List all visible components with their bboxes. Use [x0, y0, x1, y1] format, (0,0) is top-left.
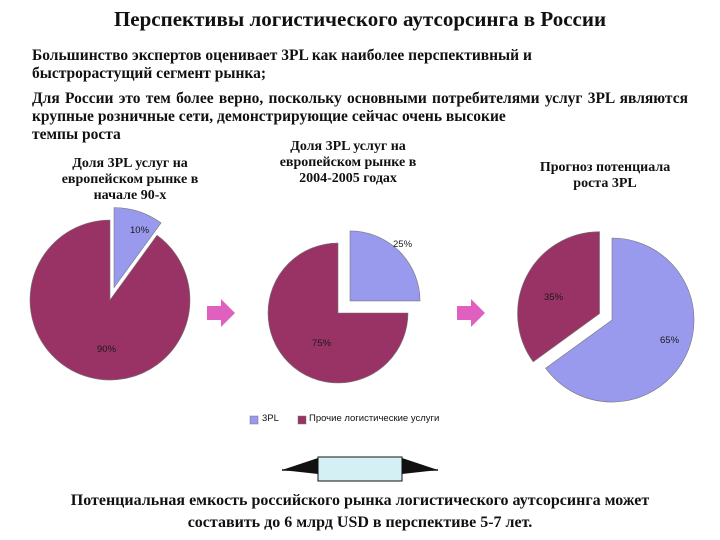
- chart1-slice-other: [29, 219, 191, 381]
- chart2-label-3pl: 25%: [393, 239, 413, 250]
- footer-line: составить до 6 млрд USD в перспективе 5-…: [187, 514, 533, 531]
- footer-line: Потенциальная емкость российского рынка …: [70, 492, 650, 509]
- paragraph-line: темпы роста: [32, 126, 121, 143]
- chart2-caption: Доля 3PL услуг на европейском рынке в 20…: [248, 139, 448, 187]
- paragraph-experts: Большинство экспертов оценивает 3PL как …: [32, 47, 688, 83]
- caption-line: Прогноз потенциала: [539, 160, 671, 175]
- chart2-slice-3pl: [349, 230, 421, 302]
- caption-line: европейском рынке в: [61, 172, 199, 187]
- chart3-slice-3pl: [545, 237, 695, 403]
- legend-label-other: Прочие логистические услуги: [309, 413, 440, 424]
- caption-line: роста 3PL: [573, 176, 637, 191]
- legend-swatch-other: [297, 415, 307, 425]
- chart3-label-other: 35%: [544, 292, 564, 303]
- legend-swatch-3pl: [249, 415, 259, 425]
- arrow-right-icon: [207, 299, 235, 327]
- footer-text: Потенциальная емкость российского рынка …: [0, 490, 720, 534]
- caption-line: Доля 3PL услуг на: [290, 139, 406, 154]
- divider-right-wedge: [402, 458, 438, 474]
- chart1-label-3pl: 10%: [130, 225, 150, 236]
- chart2-label-other: 75%: [312, 338, 332, 349]
- divider-box: [317, 456, 403, 482]
- legend-label-3pl: 3PL: [262, 413, 279, 424]
- paragraph-line: быстрорастущий сегмент рынка;: [32, 65, 267, 82]
- chart1-slice-3pl: [113, 207, 162, 289]
- paragraph-line: являются крупные розничные сети, демонст…: [32, 90, 688, 125]
- caption-line: европейском рынке в: [279, 155, 417, 170]
- chart1-label-other: 90%: [97, 344, 117, 355]
- paragraph-line: Большинство экспертов оценивает 3PL как …: [32, 47, 532, 64]
- chart3-caption: Прогноз потенциала роста 3PL: [505, 160, 705, 192]
- chart2-slice-other: [267, 242, 409, 384]
- caption-line: Доля 3PL услуг на: [72, 156, 188, 171]
- paragraph-line: Для России это тем более верно, поскольк…: [32, 90, 615, 107]
- caption-line: 2004-2005 годах: [299, 171, 397, 186]
- chart1-caption: Доля 3PL услуг на европейском рынке в на…: [30, 156, 230, 204]
- chart3-label-3pl: 65%: [660, 335, 680, 346]
- divider-left-wedge: [282, 458, 318, 474]
- caption-line: начале 90-х: [93, 188, 167, 203]
- page-title: Перспективы логистического аутсорсинга в…: [113, 7, 607, 31]
- paragraph-russia: Для России это тем более верно, поскольк…: [32, 90, 688, 144]
- arrow-right-icon: [457, 299, 485, 327]
- chart3-slice-other: [517, 231, 600, 363]
